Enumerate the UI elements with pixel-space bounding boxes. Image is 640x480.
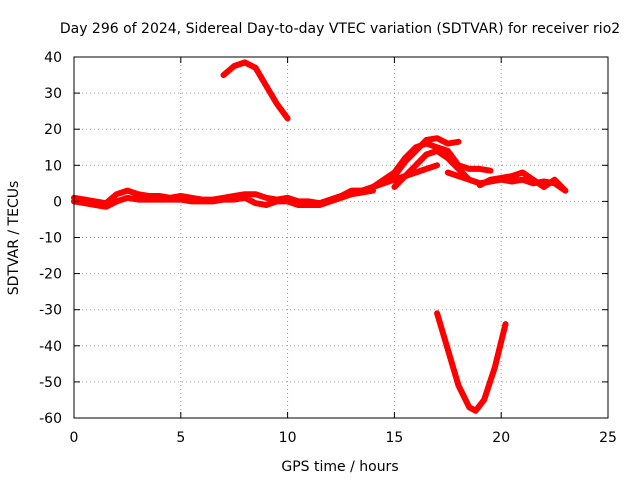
series-track-deep-dip	[434, 310, 509, 414]
y-tick-label: 40	[44, 50, 62, 66]
y-tick-label: -50	[39, 375, 62, 391]
y-tick-label: -20	[39, 267, 62, 283]
x-tick-label: 0	[70, 430, 79, 446]
y-tick-label: -40	[39, 339, 62, 355]
grid-layer	[74, 57, 608, 418]
y-tick-label: 30	[44, 86, 62, 102]
x-tick-label: 10	[279, 430, 297, 446]
x-tick-label: 15	[385, 430, 403, 446]
y-tick-label: -60	[39, 411, 62, 427]
series-track-evening-2	[476, 169, 569, 194]
series-track-morning-high	[220, 59, 291, 122]
x-axis-label: GPS time / hours	[281, 459, 398, 475]
y-tick-label: -30	[39, 303, 62, 319]
x-tick-label: 25	[599, 430, 617, 446]
series-layer	[71, 59, 569, 414]
chart-title: Day 296 of 2024, Sidereal Day-to-day VTE…	[60, 21, 620, 37]
x-tick-label: 20	[492, 430, 510, 446]
tick-layer: 0 5 10 15 20 25 40 30 20 10 0 -10 -20 -30 -40 -50 -60	[39, 50, 617, 446]
series-track-evening	[444, 169, 569, 194]
y-tick-label: 0	[53, 194, 62, 210]
series-track-afternoon-rise-2	[380, 135, 462, 187]
y-tick-label: -10	[39, 231, 62, 247]
series-track-baseline-lower	[71, 187, 376, 210]
y-axis-label: SDTVAR / TECUs	[6, 181, 22, 296]
y-tick-label: 10	[44, 158, 62, 174]
y-tick-label: 20	[44, 122, 62, 138]
x-tick-label: 5	[176, 430, 185, 446]
